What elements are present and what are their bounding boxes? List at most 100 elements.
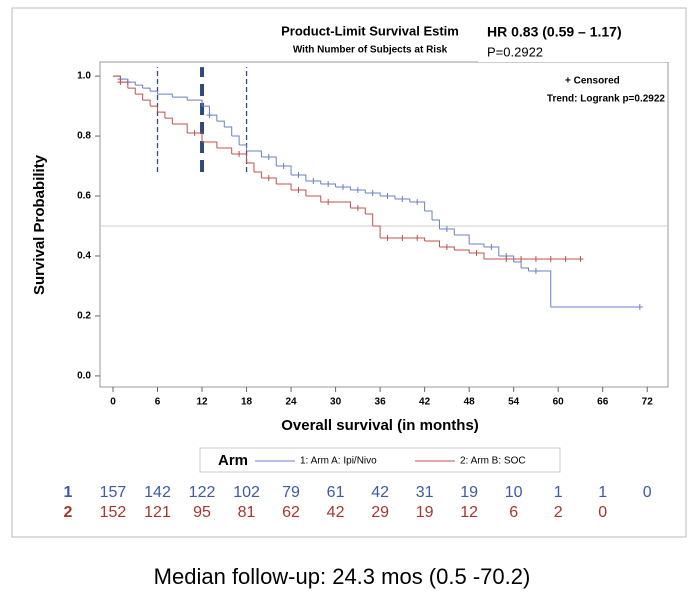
survival-step — [305, 195, 322, 203]
survival-step — [142, 87, 151, 92]
at-risk-count: 122 — [189, 484, 216, 501]
censor-mark — [414, 234, 421, 241]
survival-step — [202, 141, 218, 149]
censor-mark — [325, 199, 332, 206]
hr-text: HR 0.83 (0.59 – 1.17) — [487, 24, 622, 40]
censor-mark — [503, 255, 510, 262]
survival-step — [365, 213, 374, 226]
survival-step — [172, 96, 188, 101]
trend-text: Trend: Logrank p=0.2922 — [547, 94, 666, 105]
at-risk-count: 0 — [643, 484, 652, 501]
censor-mark — [310, 178, 317, 185]
censor-mark — [191, 130, 198, 137]
x-tick-label: 66 — [597, 397, 609, 408]
censor-mark — [384, 234, 391, 241]
at-risk-count: 95 — [193, 504, 211, 521]
survival-step — [424, 240, 440, 247]
censor-mark — [295, 172, 302, 179]
survival-step — [164, 117, 173, 125]
censor-mark — [443, 225, 450, 232]
survival-step — [172, 123, 188, 134]
x-tick-label: 60 — [553, 397, 565, 408]
y-tick-label: 0.2 — [77, 311, 91, 322]
survival-step — [380, 237, 426, 241]
y-tick-label: 0.4 — [77, 251, 91, 262]
at-risk-count: 79 — [282, 484, 300, 501]
survival-step — [157, 93, 173, 98]
censor-mark — [295, 187, 302, 194]
at-risk-count: 19 — [460, 484, 478, 501]
y-axis-label: Survival Probability — [31, 154, 48, 295]
at-risk-count: 142 — [144, 484, 171, 501]
censor-mark — [117, 79, 124, 86]
x-tick-label: 42 — [419, 397, 431, 408]
censor-mark — [340, 184, 347, 191]
survival-step — [187, 99, 203, 107]
censor-mark — [414, 199, 421, 206]
censor-mark — [265, 175, 272, 182]
censor-mark — [577, 255, 584, 262]
p-text: P=0.2922 — [487, 44, 543, 59]
at-risk-count: 1 — [554, 484, 563, 501]
censor-mark — [206, 112, 213, 119]
survival-step — [239, 144, 248, 152]
y-tick-label: 0.6 — [77, 191, 91, 202]
survival-step — [157, 111, 166, 119]
censor-mark — [236, 151, 243, 158]
survival-step — [216, 120, 225, 128]
censor-mark — [547, 255, 554, 262]
at-risk-count: 62 — [282, 504, 300, 521]
censor-mark — [399, 234, 406, 241]
censor-mark — [443, 243, 450, 250]
x-tick-label: 0 — [110, 397, 116, 408]
censor-mark — [488, 243, 495, 250]
x-tick-label: 30 — [330, 397, 342, 408]
survival-step — [150, 105, 159, 113]
at-risk-count: 102 — [233, 484, 260, 501]
survival-step — [521, 267, 530, 271]
at-risk-count: 10 — [505, 484, 523, 501]
censor-mark — [518, 255, 525, 262]
survival-step — [150, 90, 159, 95]
chart-subtitle: With Number of Subjects at Risk — [293, 45, 448, 56]
censor-mark — [399, 196, 406, 203]
footer: Median follow-up: 24.3 mos (0.5 -70.2) — [154, 564, 531, 589]
at-risk-count: 1 — [598, 484, 607, 501]
at-risk-row-label: 2 — [64, 504, 73, 521]
survival-step — [246, 150, 262, 158]
x-tick-label: 12 — [196, 397, 208, 408]
y-tick-label: 0.0 — [77, 371, 91, 382]
chart-title: Product-Limit Survival Estim — [281, 23, 459, 38]
at-risk-count: 0 — [598, 504, 607, 521]
y-tick-label: 0.8 — [77, 131, 91, 142]
at-risk-count: 152 — [100, 504, 127, 521]
at-risk-count: 42 — [371, 484, 389, 501]
censor-mark — [532, 255, 539, 262]
legend-frame — [199, 447, 561, 473]
at-risk-count: 61 — [327, 484, 345, 501]
at-risk-count: 157 — [100, 484, 127, 501]
at-risk-count: 121 — [144, 504, 171, 521]
plot-frame — [99, 61, 669, 388]
survival-step — [276, 183, 292, 191]
survival-step — [127, 87, 136, 95]
censor-mark — [532, 267, 539, 274]
chart-frame — [11, 7, 687, 538]
censor-mark — [280, 163, 287, 170]
survival-step — [135, 93, 144, 101]
censor-mark — [354, 187, 361, 194]
legend-label: 2: Arm B: SOC — [460, 456, 526, 467]
censor-mark — [369, 190, 376, 197]
survival-step — [424, 210, 433, 221]
at-risk-count: 81 — [238, 504, 256, 521]
survival-step — [135, 84, 144, 89]
survival-step — [142, 99, 151, 107]
survival-step — [253, 171, 262, 179]
censor-mark — [636, 303, 643, 310]
at-risk-row-label: 1 — [64, 484, 73, 501]
at-risk-count: 31 — [416, 484, 434, 501]
survival-step — [469, 243, 485, 247]
censor-mark — [354, 205, 361, 212]
survival-step — [454, 249, 470, 253]
